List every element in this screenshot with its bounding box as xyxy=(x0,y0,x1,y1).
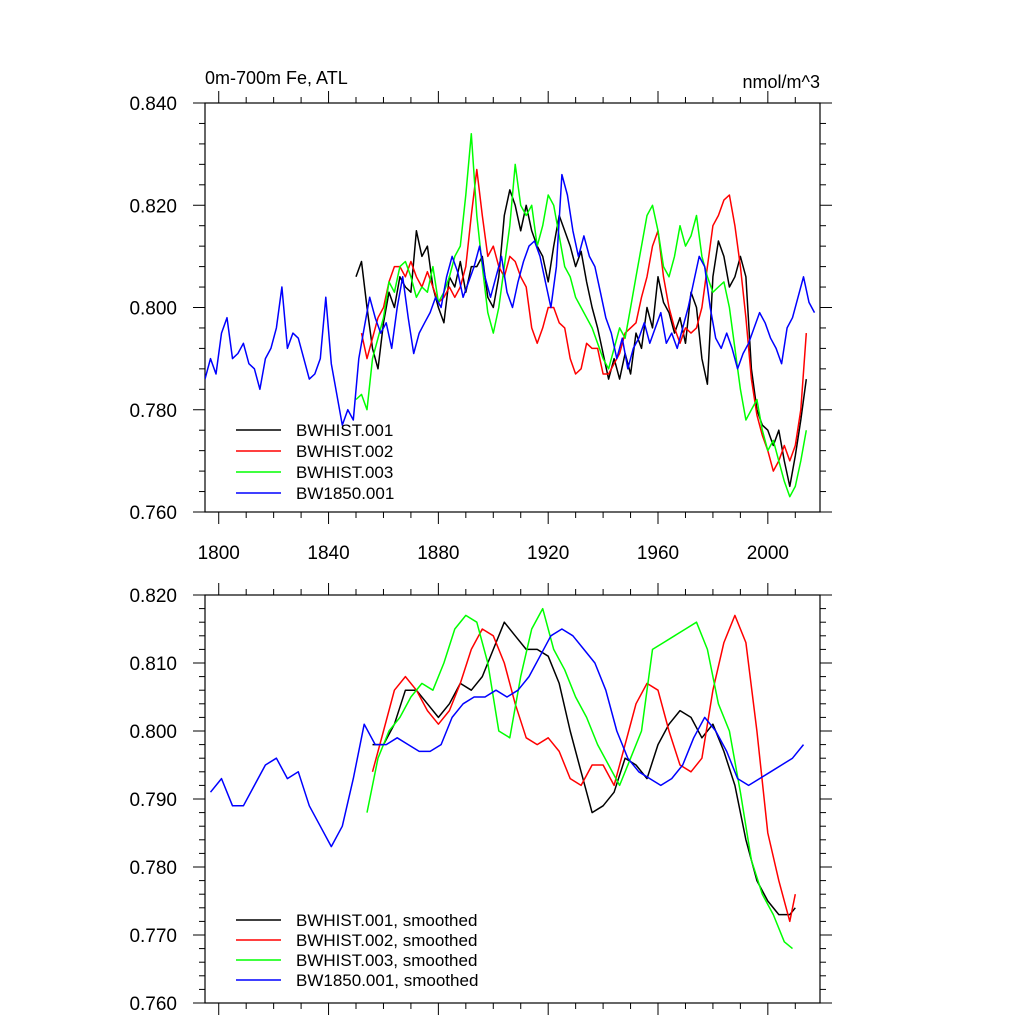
x-tick-label: 1920 xyxy=(527,543,569,564)
y-tick-label: 0.820 xyxy=(129,196,177,217)
y-tick-label: 0.760 xyxy=(129,503,177,524)
top-panel: 0.760 0.780 0.800 0.820 0.840 1800 1840 1880 192… xyxy=(129,68,832,564)
legend-label: BWHIST.002 xyxy=(296,442,393,461)
unit-label: nmol/m^3 xyxy=(743,72,820,92)
legend-label: BWHIST.001, smoothed xyxy=(296,911,477,930)
y-tick-label: 0.800 xyxy=(129,299,177,320)
series-line xyxy=(371,614,797,923)
y-tick-label: 0.780 xyxy=(129,401,177,422)
y-tick-label: 0.770 xyxy=(129,926,177,947)
legend-label: BWHIST.003 xyxy=(296,463,393,482)
series-line xyxy=(205,173,816,426)
series-line xyxy=(355,189,808,488)
y-tick-label: 0.840 xyxy=(129,94,177,115)
legend-label: BWHIST.002, smoothed xyxy=(296,931,477,950)
chart-title: 0m-700m Fe, ATL xyxy=(205,68,348,88)
x-tick-label: 2000 xyxy=(747,543,789,564)
y-tick-label: 0.760 xyxy=(129,994,177,1015)
x-tick-label: 1880 xyxy=(417,543,459,564)
x-tick-label: 1960 xyxy=(637,543,679,564)
legend-label: BW1850.001, smoothed xyxy=(296,971,478,990)
x-tick-label: 1840 xyxy=(307,543,349,564)
y-tick-label: 0.790 xyxy=(129,790,177,811)
legend-label: BWHIST.003, smoothed xyxy=(296,951,477,970)
series-line xyxy=(360,168,808,472)
legend-label: BWHIST.001 xyxy=(296,421,393,440)
bottom-panel: 0.760 0.770 0.780 0.790 0.800 0.810 0.820 BWHIS… xyxy=(129,583,832,1015)
series-line xyxy=(372,621,796,916)
x-tick-label: 1800 xyxy=(198,543,240,564)
series-line xyxy=(209,628,805,848)
y-tick-label: 0.820 xyxy=(129,586,177,607)
y-tick-label: 0.800 xyxy=(129,722,177,743)
series-line xyxy=(355,132,808,498)
legend-label: BW1850.001 xyxy=(296,484,394,503)
series-group xyxy=(209,607,805,950)
series-group xyxy=(205,132,816,498)
y-tick-label: 0.780 xyxy=(129,858,177,879)
series-line xyxy=(366,607,793,950)
y-tick-label: 0.810 xyxy=(129,654,177,675)
